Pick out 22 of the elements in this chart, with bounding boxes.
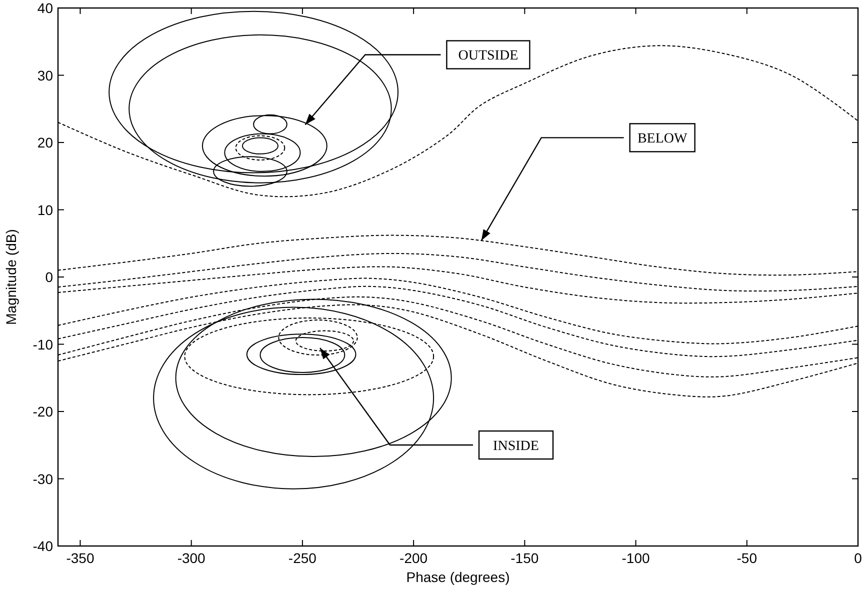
x-tick-label: -250 [288, 550, 317, 566]
y-tick-label: -40 [32, 538, 54, 554]
y-tick-label: -30 [32, 470, 54, 487]
y-tick-label: 30 [37, 67, 54, 84]
x-tick-label: -350 [66, 550, 94, 566]
x-tick-label: -200 [400, 550, 428, 566]
y-tick-label: 0 [45, 269, 54, 285]
annotation: OUTSIDE [458, 48, 518, 64]
x-tick-label: 0 [854, 550, 862, 566]
y-tick-label: -10 [32, 336, 54, 352]
y-tick-label: -20 [32, 404, 54, 420]
y-axis-title: Magnitude (dB) [3, 229, 19, 325]
x-tick-label: -50 [736, 550, 758, 566]
x-axis-title: Phase (degrees) [406, 569, 510, 585]
x-tick-label: -300 [177, 550, 206, 566]
y-tick-label: 10 [37, 202, 54, 218]
annotation: INSIDE [493, 439, 539, 454]
y-tick-label: 20 [37, 134, 54, 150]
x-tick-label: -100 [622, 550, 650, 566]
y-tick-label: 40 [37, 0, 54, 16]
x-tick-label: -150 [510, 550, 539, 566]
annotation: BELOW [637, 132, 688, 147]
